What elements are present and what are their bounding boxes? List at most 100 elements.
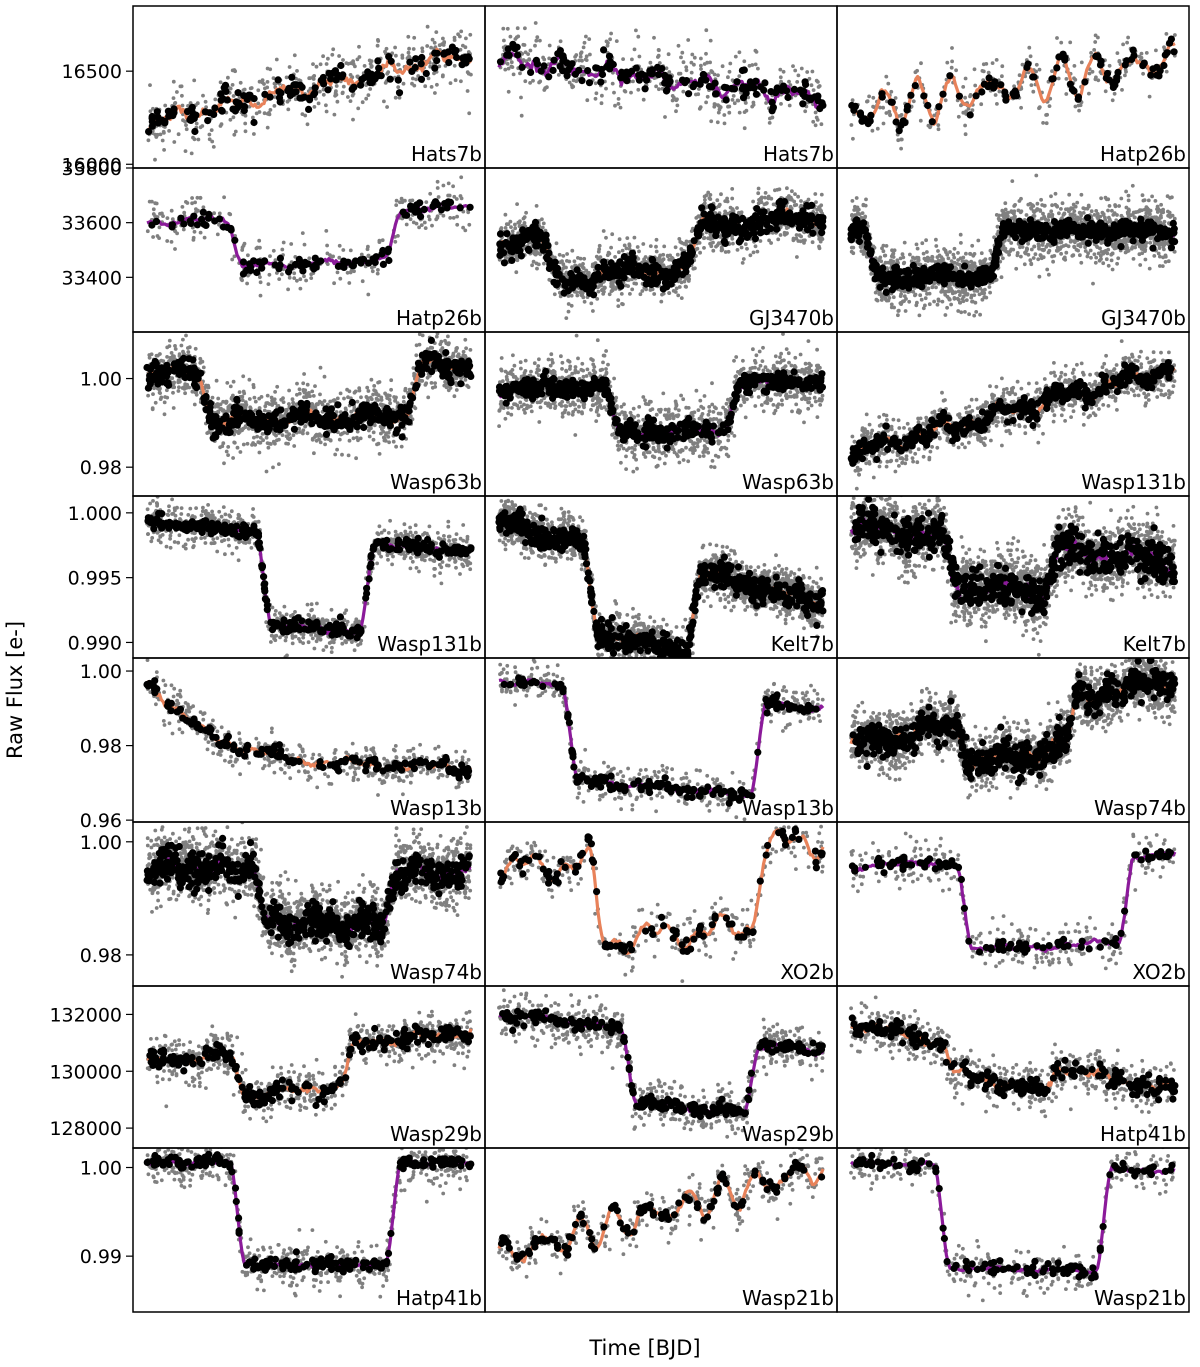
raw-flux-point [1031,89,1036,94]
raw-flux-point [891,251,896,256]
raw-flux-point [341,84,346,89]
raw-flux-point [565,252,569,256]
raw-flux-point [722,113,727,117]
raw-flux-point [434,30,439,34]
raw-flux-point [468,32,473,37]
raw-flux-point [1003,201,1008,206]
raw-flux-point [788,83,793,87]
raw-flux-point [435,214,440,219]
raw-flux-point [716,241,721,246]
raw-flux-point [708,60,712,65]
raw-flux-point [604,86,608,91]
raw-flux-point [280,272,284,277]
binned-flux-point [408,67,416,75]
raw-flux-point [889,302,894,307]
binned-flux-point [799,207,807,215]
raw-flux-point [467,222,472,227]
binned-flux-point [456,204,464,212]
binned-flux-point [620,274,628,282]
binned-flux-point [594,263,602,271]
raw-flux-point [522,43,527,47]
binned-flux-point [537,67,545,75]
binned-flux-point [711,79,719,87]
binned-flux-point [556,62,564,70]
raw-flux-point [952,296,957,300]
raw-flux-point [172,140,177,144]
binned-flux-point [635,71,643,79]
raw-flux-point [257,238,262,243]
raw-flux-point [426,76,431,81]
raw-flux-point [819,122,824,127]
raw-flux-point [968,93,973,97]
raw-flux-point [769,241,773,245]
raw-flux-point [348,73,353,77]
raw-flux-point [429,85,434,89]
raw-flux-point [918,293,923,298]
raw-flux-point [936,123,941,127]
raw-flux-point [252,132,256,136]
raw-flux-point [919,297,924,302]
raw-flux-point [1123,67,1128,72]
raw-flux-point [163,103,168,108]
raw-flux-point [394,203,399,208]
raw-flux-point [817,246,822,251]
binned-flux-point [732,228,740,237]
raw-flux-point [346,95,350,99]
raw-flux-point [796,73,801,78]
raw-flux-point [148,83,152,87]
raw-flux-point [337,243,342,248]
raw-flux-point [610,232,615,237]
binned-flux-point [985,74,993,82]
binned-flux-point [431,199,439,208]
binned-flux-point [417,60,425,68]
raw-flux-point [811,119,816,124]
binned-flux-point [532,56,541,64]
raw-flux-point [1096,251,1101,256]
binned-flux-point [700,219,708,227]
raw-flux-point [558,260,562,265]
binned-flux-point [664,80,672,88]
raw-flux-point [218,80,223,85]
raw-flux-point [1068,40,1073,45]
raw-flux-point [737,110,742,115]
raw-flux-point [297,78,301,82]
raw-flux-point [771,202,776,207]
raw-flux-point [878,105,882,110]
raw-flux-point [311,62,315,66]
binned-flux-point [277,89,285,97]
raw-flux-point [756,201,761,206]
raw-flux-point [305,122,310,127]
raw-flux-point [673,245,678,250]
raw-flux-point [1089,255,1093,260]
raw-flux-point [231,115,236,120]
raw-flux-point [184,200,188,204]
raw-flux-point [943,313,948,317]
raw-flux-point [228,117,233,122]
raw-flux-point [1032,210,1037,215]
raw-flux-point [945,252,950,257]
binned-flux-point [784,93,792,102]
raw-flux-point [215,232,220,237]
raw-flux-point [961,294,966,299]
raw-flux-point [1050,69,1054,73]
raw-flux-point [809,83,814,88]
raw-flux-point [556,73,561,77]
binned-flux-point [385,256,393,265]
raw-flux-point [766,194,771,199]
raw-flux-point [597,243,602,248]
raw-flux-point [608,37,612,42]
raw-flux-point [1004,211,1009,216]
raw-flux-point [184,123,188,127]
binned-flux-point [564,66,572,74]
raw-flux-point [341,58,345,62]
binned-flux-point [1170,48,1178,56]
raw-flux-point [1050,203,1054,208]
raw-flux-point [819,192,824,197]
binned-flux-point [775,217,783,225]
raw-flux-point [659,299,664,304]
raw-flux-point [516,34,521,39]
binned-flux-point [550,278,558,286]
raw-flux-point [456,32,460,37]
raw-flux-point [699,56,703,61]
raw-flux-point [769,196,774,201]
